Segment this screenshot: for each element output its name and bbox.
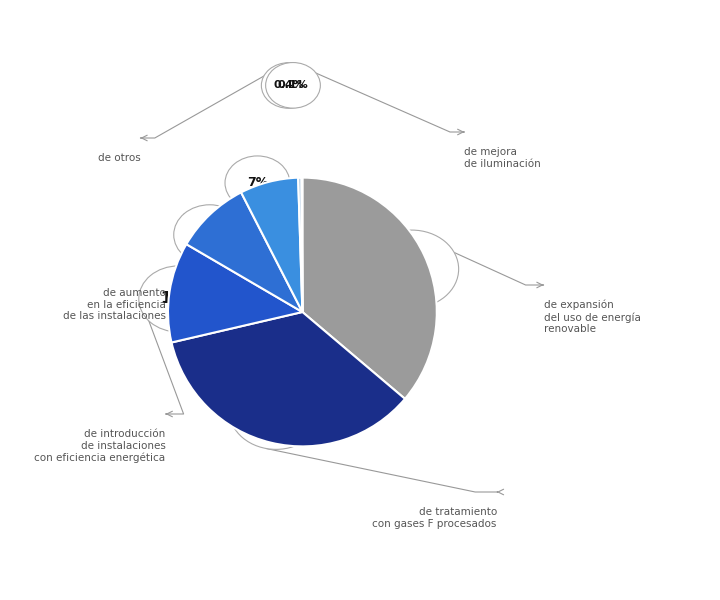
Wedge shape bbox=[171, 312, 405, 446]
Text: de tratamiento
con gases F procesados: de tratamiento con gases F procesados bbox=[372, 507, 497, 529]
Text: 12%: 12% bbox=[160, 292, 197, 307]
Wedge shape bbox=[186, 193, 302, 312]
Circle shape bbox=[261, 62, 316, 108]
Text: de introducción
de instalaciones
con eficiencia energética: de introducción de instalaciones con efi… bbox=[35, 429, 166, 463]
Text: 7%: 7% bbox=[247, 176, 268, 190]
Circle shape bbox=[225, 156, 290, 210]
Text: 0.4%: 0.4% bbox=[274, 80, 304, 91]
Text: de otros: de otros bbox=[98, 153, 140, 163]
Circle shape bbox=[365, 230, 459, 308]
Circle shape bbox=[139, 266, 218, 332]
Text: de expansión
del uso de energía
renovable: de expansión del uso de energía renovabl… bbox=[544, 300, 641, 334]
Circle shape bbox=[174, 205, 246, 265]
Text: 35%: 35% bbox=[258, 403, 294, 418]
Circle shape bbox=[266, 62, 320, 108]
Text: 36%: 36% bbox=[394, 262, 430, 277]
Circle shape bbox=[229, 371, 323, 449]
Text: 0.1%: 0.1% bbox=[278, 80, 308, 91]
Wedge shape bbox=[241, 178, 302, 312]
Wedge shape bbox=[302, 178, 437, 399]
Text: de aumento
en la eficiencia
de las instalaciones: de aumento en la eficiencia de las insta… bbox=[63, 288, 166, 321]
Text: 9%: 9% bbox=[199, 228, 220, 241]
Wedge shape bbox=[298, 178, 302, 312]
Wedge shape bbox=[168, 244, 302, 343]
Text: de mejora
de iluminación: de mejora de iluminación bbox=[464, 147, 541, 169]
